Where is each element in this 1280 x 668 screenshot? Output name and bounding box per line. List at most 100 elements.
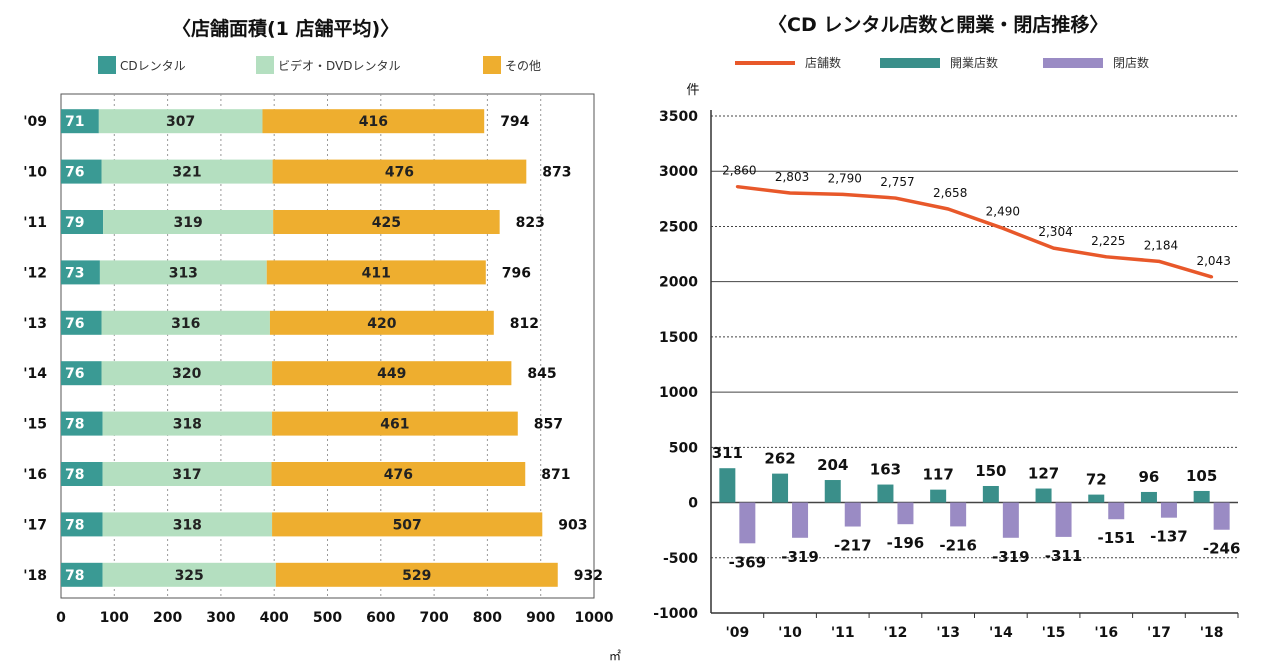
closing-bar (1108, 502, 1125, 520)
y-category-label: '17 (23, 517, 47, 533)
y-axis-label: 件 (686, 83, 699, 98)
closing-value-label: -246 (1203, 540, 1241, 558)
y-tick-label: 2500 (659, 219, 698, 235)
bar-total-label: 823 (516, 215, 545, 231)
opening-value-label: 204 (817, 456, 848, 474)
y-category-label: '10 (23, 165, 47, 181)
bar-value-label: 325 (175, 568, 204, 584)
store-count-label: 2,225 (1091, 234, 1125, 248)
opening-bar (877, 484, 894, 503)
closing-bar (1002, 502, 1019, 538)
x-category-label: '11 (831, 625, 855, 641)
y-tick-label: 1000 (659, 385, 698, 401)
legend-label: CDレンタル (120, 58, 186, 73)
bar-total-label: 857 (534, 417, 563, 433)
x-category-label: '10 (778, 625, 802, 641)
y-category-label: '14 (23, 366, 47, 382)
x-tick-label: 0 (56, 610, 66, 626)
x-tick-label: 300 (206, 610, 235, 626)
legend-swatch (98, 56, 116, 74)
store-count-point (841, 192, 845, 196)
bar-value-label: 476 (384, 467, 413, 483)
bar-segment (102, 562, 276, 587)
closing-bar (897, 502, 914, 525)
opening-value-label: 105 (1186, 467, 1217, 485)
bar-segment (61, 159, 102, 184)
y-tick-label: -1000 (653, 606, 698, 622)
bar-total-label: 873 (542, 165, 571, 181)
opening-bar (719, 468, 736, 503)
bar-value-label: 316 (171, 316, 200, 332)
y-category-label: '12 (23, 265, 47, 281)
legend-label: ビデオ・DVDレンタル (278, 58, 401, 73)
bar-segment (61, 512, 103, 537)
x-tick-label: 600 (366, 610, 395, 626)
bar-value-label: 318 (173, 517, 202, 533)
closing-bar (739, 502, 756, 544)
bar-value-label: 319 (174, 215, 203, 231)
x-category-label: '14 (989, 625, 1013, 641)
bar-value-label: 317 (172, 467, 201, 483)
bar-segment (272, 361, 512, 386)
bar-segment (101, 159, 273, 184)
x-category-label: '12 (884, 625, 908, 641)
legend-label: 閉店数 (1113, 56, 1150, 70)
store-count-point (735, 185, 739, 189)
bar-value-label: 529 (402, 568, 431, 584)
bar-total-label: 903 (558, 517, 587, 533)
y-tick-label: 500 (669, 440, 698, 456)
closing-bar (1055, 502, 1072, 537)
bar-segment (99, 260, 267, 285)
store-count-label: 2,490 (986, 205, 1020, 219)
opening-bar (824, 480, 841, 503)
left-chart-title: 〈店舗面積(1 店舗平均)〉 (172, 18, 400, 40)
bar-segment (269, 310, 494, 335)
legend-swatch (1043, 57, 1103, 68)
opening-value-label: 117 (922, 466, 953, 484)
bar-value-label: 79 (65, 215, 84, 231)
x-tick-label: 200 (153, 610, 182, 626)
bar-value-label: 461 (380, 417, 409, 433)
closing-value-label: -196 (887, 534, 925, 552)
bar-value-label: 76 (65, 316, 84, 332)
y-tick-label: 3000 (659, 164, 698, 180)
x-category-label: '18 (1200, 625, 1224, 641)
closing-value-label: -216 (939, 536, 977, 554)
bar-segment (61, 310, 102, 335)
bar-segment (102, 411, 273, 436)
x-category-label: '15 (1042, 625, 1066, 641)
opening-bar (1140, 491, 1157, 503)
x-tick-label: 800 (473, 610, 502, 626)
opening-bar (982, 485, 999, 503)
opening-value-label: 127 (1028, 465, 1059, 483)
closing-value-label: -217 (834, 537, 872, 555)
bar-segment (61, 411, 103, 436)
store-count-point (999, 226, 1003, 230)
bar-value-label: 507 (393, 517, 422, 533)
store-count-line (737, 184, 1213, 279)
legend-cd-rental: CDレンタル (98, 56, 186, 74)
closing-value-label: -137 (1150, 528, 1188, 546)
bar-segment (61, 210, 104, 234)
x-tick-label: 700 (419, 610, 448, 626)
legend-closings: 閉店数 (1043, 54, 1149, 71)
bar-segment (273, 210, 500, 234)
bar-value-label: 449 (377, 366, 406, 382)
bar-value-label: 76 (65, 165, 84, 181)
opening-bar (772, 473, 789, 503)
legend-label: 開業店数 (950, 56, 999, 70)
bar-value-label: 321 (172, 165, 201, 181)
legend-other: その他 (483, 56, 541, 74)
opening-value-label: 262 (764, 450, 795, 468)
bar-segment (272, 411, 518, 436)
bar-segment (266, 260, 486, 285)
x-unit-label: ㎡ (609, 649, 621, 663)
closing-value-label: -311 (1045, 547, 1083, 565)
bar-value-label: 411 (362, 265, 391, 281)
store-count-label: 2,043 (1196, 254, 1230, 268)
right-chart-title: 〈CD レンタル店数と開業・閉店推移〉 (768, 14, 1109, 36)
bar-value-label: 476 (385, 165, 414, 181)
legend-swatch (483, 56, 501, 74)
opening-value-label: 96 (1139, 468, 1160, 486)
store-count-point (893, 196, 897, 200)
